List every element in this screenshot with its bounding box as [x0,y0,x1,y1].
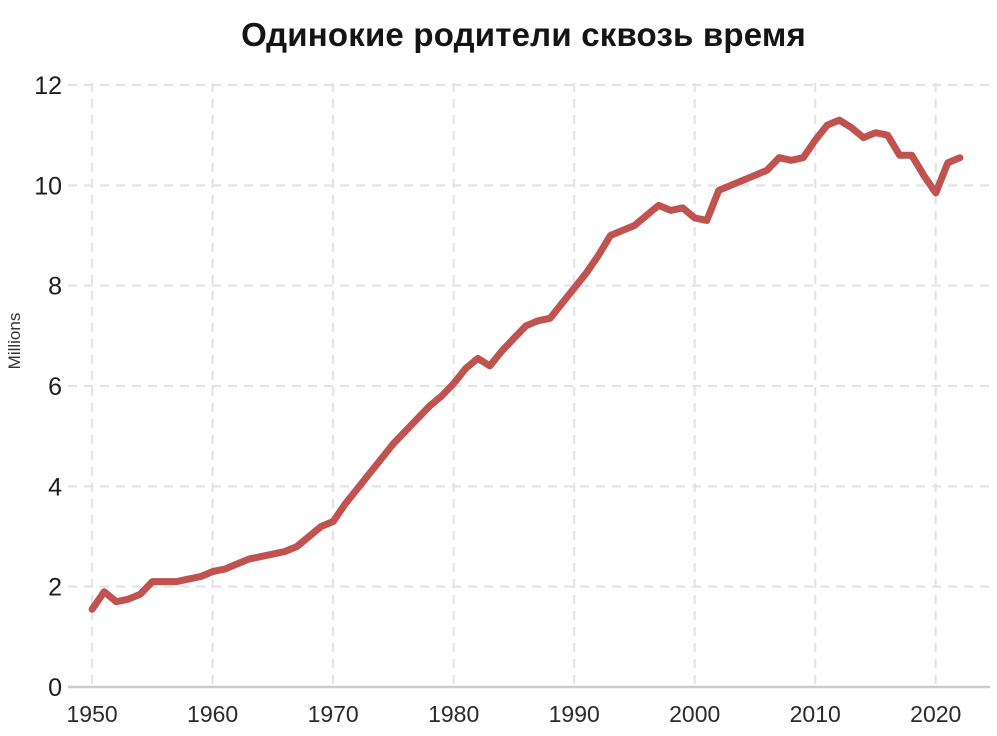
y-tick-label: 4 [48,473,62,501]
chart-title: Одинокие родители сквозь время [241,16,806,53]
x-tick-label: 1980 [428,701,479,727]
x-tick-label: 1960 [187,701,238,727]
y-tick-label: 0 [48,674,62,702]
y-tick-label: 12 [34,72,62,100]
x-tick-label: 1970 [308,701,359,727]
x-tick-label: 2010 [790,701,841,727]
y-tick-label: 8 [48,273,62,301]
x-tick-label: 2000 [669,701,720,727]
y-tick-label: 2 [48,574,62,602]
y-tick-label: 6 [48,373,62,401]
x-tick-label: 1990 [549,701,600,727]
x-tick-label: 2020 [910,701,961,727]
data-series-line [88,116,964,613]
y-axis-label: Millions [5,313,24,370]
y-tick-label: 10 [34,172,62,200]
x-tick-label: 1950 [67,701,118,727]
